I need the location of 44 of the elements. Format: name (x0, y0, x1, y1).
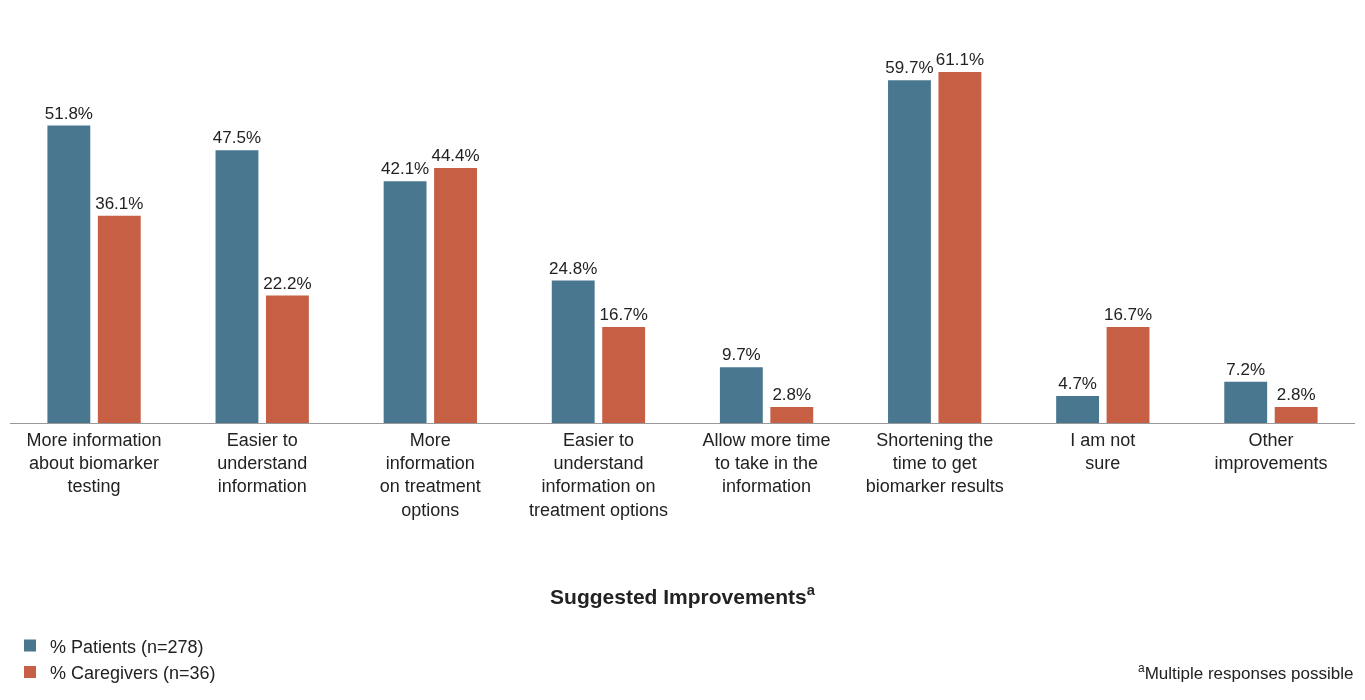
data-label: 47.5% (212, 128, 262, 148)
bar (47, 125, 91, 423)
data-label: 42.1% (380, 159, 430, 179)
x-tick-label: Other improvements (1214, 429, 1328, 473)
x-tick-label: Easier to understand information (217, 429, 308, 497)
data-label: 24.8% (549, 258, 598, 278)
x-tick-label: I am not sure (1070, 429, 1136, 473)
data-label: 16.7% (599, 305, 648, 325)
bar (215, 150, 259, 423)
x-tick-label: More information on treatment options (379, 429, 481, 520)
bar (938, 72, 982, 423)
text: $^{a}$Multiple responses possible (1138, 661, 1354, 684)
bar (1106, 327, 1150, 423)
data-label: 4.7% (1058, 374, 1097, 394)
data-label: 9.7% (721, 345, 761, 365)
legend-label: % Patients (n=278) (50, 636, 204, 657)
data-label: 36.1% (95, 193, 144, 213)
data-label: 59.7% (885, 58, 934, 78)
data-label: 61.1% (935, 50, 985, 70)
x-tick-label: Shortening the time to get biomarker results (865, 429, 1004, 497)
bar (434, 168, 477, 423)
x-axis-title: Suggested Improvements$^{a}$ (550, 582, 816, 608)
data-label: 22.2% (263, 273, 312, 293)
data-label: 7.2% (1226, 359, 1266, 379)
bar (97, 215, 141, 423)
data-label: 2.8% (1276, 384, 1316, 404)
bar (1056, 396, 1100, 423)
data-label: 44.4% (431, 146, 480, 166)
bar (1224, 381, 1268, 423)
bar (551, 280, 595, 423)
x-tick-label: Easier to understand information on treatment options (528, 429, 668, 520)
x-tick-label: More information about biomarker testing (26, 429, 162, 497)
data-label: 2.8% (772, 384, 812, 404)
data-label: 51.8% (44, 103, 93, 123)
x-tick-label: Allow more time to take in the information (702, 429, 831, 497)
bar (770, 406, 814, 423)
bar (1274, 406, 1318, 423)
bar (383, 181, 427, 423)
data-label: 16.7% (1103, 305, 1153, 325)
bar (602, 327, 646, 423)
bar (719, 367, 763, 423)
bar (265, 295, 309, 423)
legend-label: % Caregivers (n=36) (50, 662, 216, 683)
bar (888, 80, 931, 423)
